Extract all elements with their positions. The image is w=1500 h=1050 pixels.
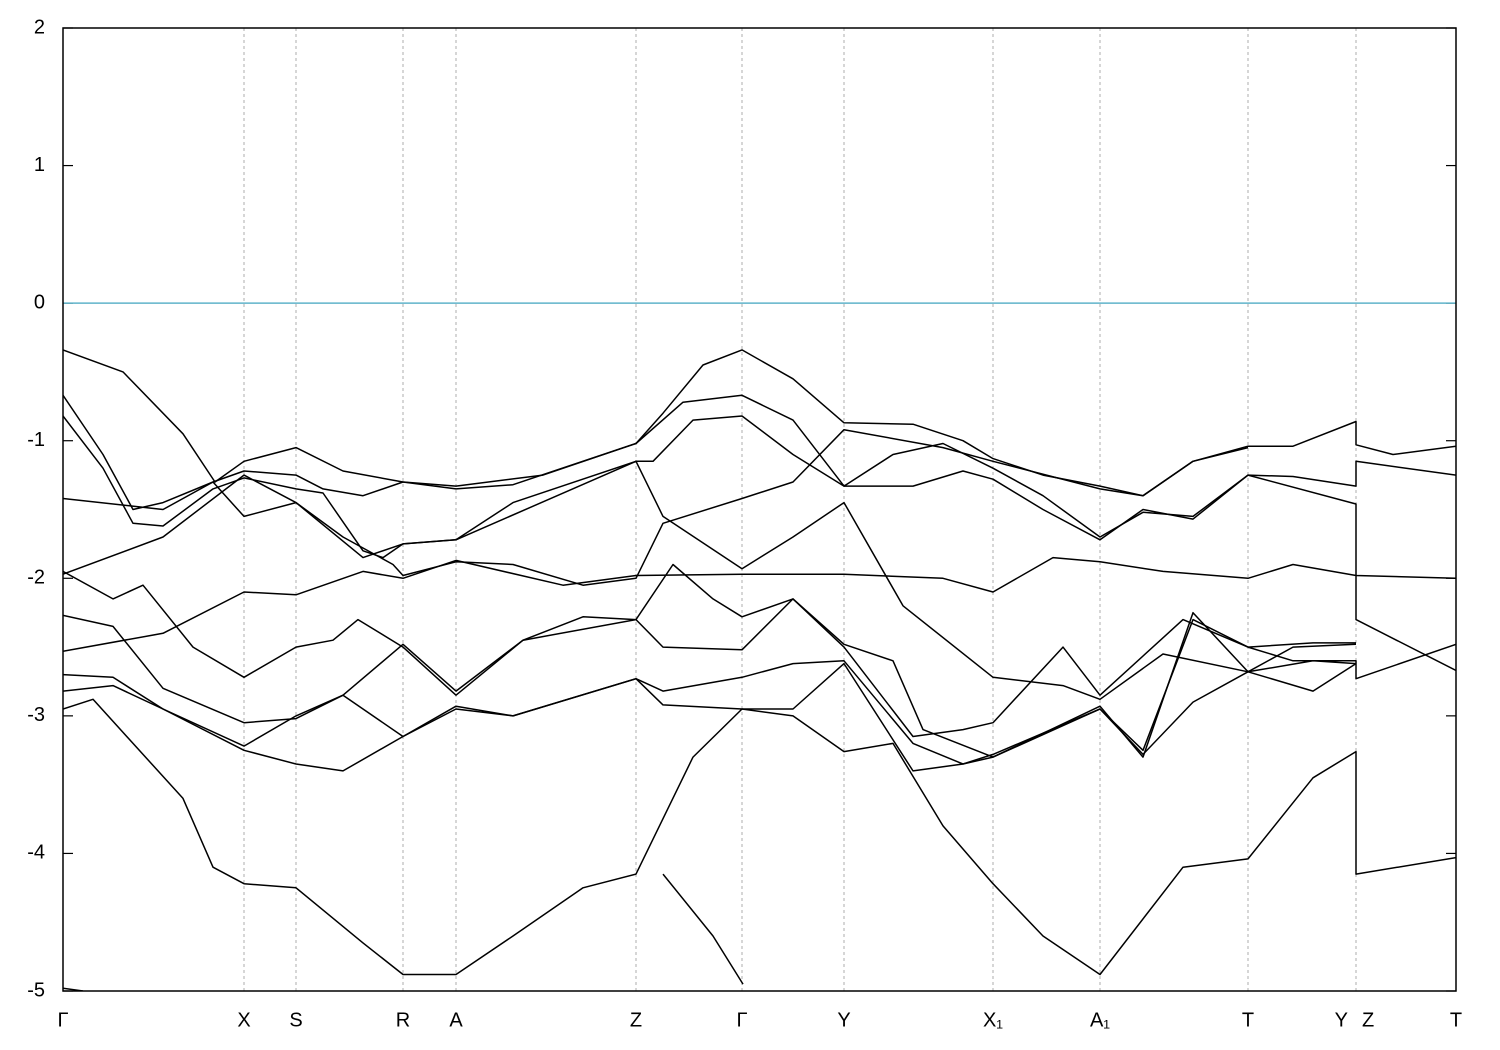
y-tick-label: -4	[27, 842, 45, 864]
y-tick-label: 2	[34, 16, 45, 38]
y-tick-label: 1	[34, 154, 45, 176]
x-tick-label: X₁	[983, 1009, 1003, 1031]
y-tick-label: -2	[27, 567, 45, 589]
band-line	[63, 460, 1357, 701]
x-tick-label: Z	[1362, 1009, 1374, 1031]
y-tick-label: -1	[27, 429, 45, 451]
x-tick-label: Y	[1335, 1009, 1348, 1031]
plot-frame	[62, 27, 1457, 992]
x-tick-label: Γ	[57, 1009, 68, 1031]
x-tick-label: X	[237, 1009, 250, 1031]
x-tick-label: T	[1242, 1009, 1254, 1031]
x-tick-label: T	[1450, 1009, 1462, 1031]
band-line	[63, 415, 1456, 580]
band-line	[63, 598, 1356, 738]
band-line	[63, 556, 1456, 672]
band-line	[63, 563, 1456, 758]
bands-layer	[63, 302, 1456, 991]
y-tick-label: -3	[27, 704, 45, 726]
y-tick-label: 0	[34, 291, 45, 313]
x-tick-label: Y	[837, 1009, 850, 1031]
y-tick-label: -5	[27, 979, 45, 1001]
x-tick-label: A	[449, 1009, 463, 1031]
band-line	[63, 859, 1313, 991]
band-line	[63, 428, 1249, 586]
band-line	[63, 394, 1456, 538]
labels-layer: 210-1-2-3-4-5Γ X S R A Z Γ Y X₁ A₁ T Y Z T	[27, 16, 1462, 1031]
x-tick-label: A₁	[1090, 1009, 1110, 1031]
band-line	[63, 611, 1357, 772]
x-tick-label: Γ	[736, 1009, 747, 1031]
x-tick-label: R	[396, 1009, 410, 1031]
x-tick-label: Z	[630, 1009, 642, 1031]
x-tick-label: S	[289, 1009, 302, 1031]
band-line	[63, 643, 1357, 765]
band-line	[63, 349, 1456, 497]
band-line	[63, 698, 1456, 976]
